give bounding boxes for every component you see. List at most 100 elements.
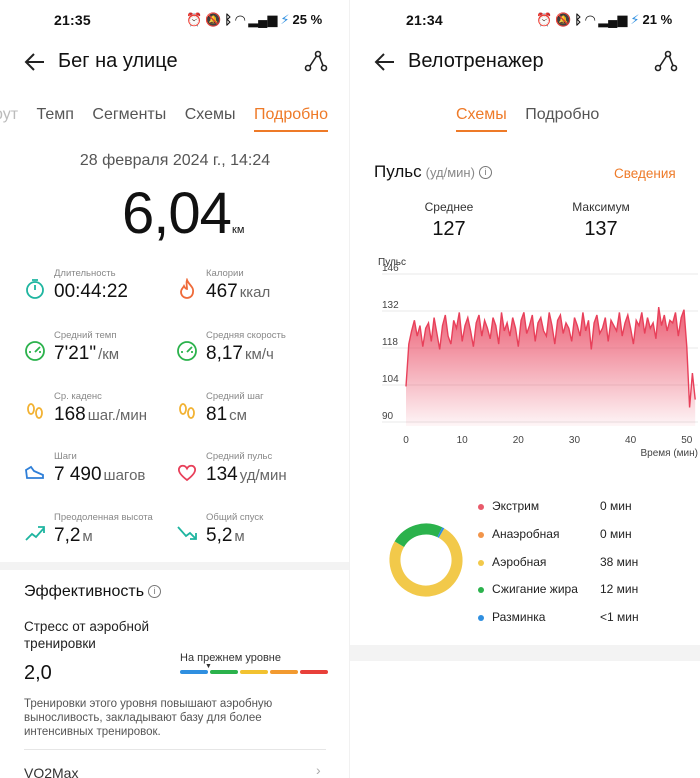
alarm-icon: ⏰ [536,12,553,27]
zone-value: 0 мин [600,527,632,541]
y-tick-label: 90 [382,411,394,422]
page-title: Велотренажер [408,50,544,72]
info-icon[interactable]: i [478,166,492,179]
distance-value: 6,04 [122,181,232,246]
tab-bar: Схемы Подробно [456,106,613,132]
stress-value: 2,0 [24,662,52,684]
stat-value: 467 ккал [206,281,270,303]
details-link[interactable]: Сведения [614,166,676,181]
back-arrow-icon[interactable] [374,52,396,72]
stat-avg-pace: Средний темп 7'21"/км [24,330,194,370]
stat-value: 168 шаг./мин [54,404,147,426]
stat-number: 00:44:22 [54,281,128,302]
efficiency-title-text: Эффективность [24,583,145,600]
donut-slice [389,523,463,597]
ascent-icon [25,526,45,541]
stat-number: 7'21" [54,343,97,364]
vo2max-row[interactable]: VO2Max [24,765,79,778]
mute-icon: 🔕 [555,12,572,27]
tab-pace[interactable]: Темп [36,106,74,123]
zone-row: Сжигание жира 12 мин [478,582,678,600]
stat-number: 467 [206,281,238,302]
tab-details[interactable]: Подробно [525,106,600,123]
x-tick-label: 0 [403,435,409,446]
x-axis-label: Время (мин) [640,448,698,459]
left-screen: 21:35 ⏰🔕ᛒ◠▂▄▆⚡25 % Бег на улице рут Темп… [0,12,350,778]
flame-icon [180,278,195,299]
stat-unit: /км [98,346,120,363]
route-icon[interactable] [304,50,328,72]
divider-line [24,749,326,750]
max-pulse-value: 137 [584,218,618,240]
stat-value: 00:44:22 [54,281,128,303]
max-pulse-label: Максимум [572,200,630,214]
level-bar-segment [180,670,208,674]
tab-details[interactable]: Подробно [253,106,329,132]
stat-number: 8,17 [206,343,243,364]
page-title: Бег на улице [58,50,178,72]
zone-row: Экстрим 0 мин [478,499,678,517]
stat-unit: уд/мин [239,467,287,484]
stat-value: 134 уд/мин [206,464,287,486]
tab-route[interactable]: рут [0,106,19,123]
stat-label: Средний темп [54,330,117,341]
avg-pulse-label: Среднее [424,200,474,214]
tab-charts[interactable]: Схемы [456,106,507,132]
x-tick-label: 30 [569,435,581,446]
zone-name: Экстрим [492,499,540,513]
stat-cadence: Ср. каденс 168 шаг./мин [24,391,194,431]
stat-value: 7 490 шагов [54,464,145,486]
pulse-section-title: Пульс (уд/мин) i [374,162,492,182]
level-marker-icon: ▼ [205,663,212,670]
x-tick-label: 40 [625,435,637,446]
zone-name: Аэробная [492,555,547,569]
zone-name: Разминка [492,610,546,624]
efficiency-title: Эффективность i [24,583,162,601]
x-tick-label: 50 [681,435,693,446]
stat-number: 7 490 [54,464,102,485]
tab-charts[interactable]: Схемы [184,106,236,123]
shoe-icon [25,465,44,479]
stat-value: 7'21"/км [54,343,119,365]
stat-duration: Длительность 00:44:22 [24,268,194,308]
status-icons: ⏰ 🔕 ᛒ ◠ ▂▄▆ ⚡ 25 % [186,12,325,28]
alarm-icon: ⏰ [186,12,203,27]
route-icon[interactable] [654,50,678,72]
distance-unit: км [232,224,245,236]
charging-icon: ⚡ [630,12,640,27]
zone-value: 0 мин [600,499,632,513]
stat-descent: Общий спуск 5,2 м [176,512,346,552]
stat-value: 7,2 м [54,525,93,547]
tab-bar: рут Темп Сегменты Схемы Подробно [0,106,342,132]
stat-label: Ср. каденс [54,391,102,402]
zone-dot [478,587,484,593]
stat-avg-speed: Средняя скорость 8,17 км/ч [176,330,346,370]
zone-dot [478,615,484,621]
stat-value: 81 см [206,404,247,426]
chevron-right-icon[interactable]: › [316,762,321,778]
pulse-series-line [405,306,696,408]
stat-unit: шагов [103,467,146,484]
stress-label: Стресс от аэробной тренировки [24,619,149,651]
back-arrow-icon[interactable] [24,52,46,72]
stat-unit: шаг./мин [87,407,148,424]
stat-label: Средний шаг [206,391,264,402]
bluetooth-icon: ᛒ [224,12,233,27]
x-tick-label: 10 [457,435,469,446]
avg-pulse-value: 127 [432,218,466,240]
stat-number: 7,2 [54,525,81,546]
zone-name: Анаэробная [492,527,560,541]
level-bar-segment [300,670,328,674]
battery-text: 25 % [292,12,323,27]
zone-row: Анаэробная 0 мин [478,527,678,545]
info-icon[interactable]: i [148,585,162,598]
zone-row: Аэробная 38 мин [478,555,678,573]
charging-icon: ⚡ [280,12,290,27]
stat-ascent: Преодоленная высота 7,2 м [24,512,194,552]
bluetooth-icon: ᛒ [574,12,583,27]
stat-number: 81 [206,404,228,425]
stat-label: Длительность [54,268,116,279]
stat-avg-pulse: Средний пульс 134 уд/мин [176,451,346,491]
stat-unit: м [234,528,245,545]
tab-segments[interactable]: Сегменты [92,106,167,123]
